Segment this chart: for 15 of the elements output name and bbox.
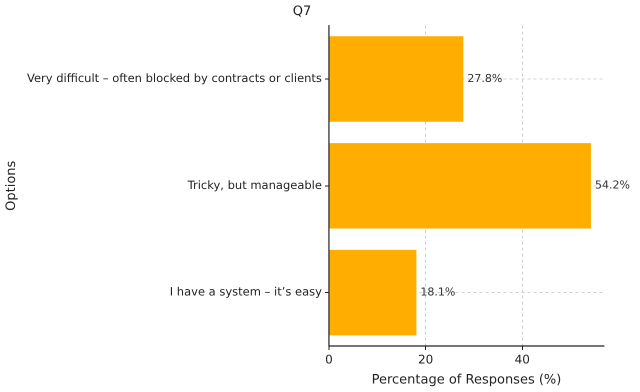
x-tick-label: 20: [418, 352, 434, 366]
bar: [329, 36, 464, 122]
y-axis-title: Options: [4, 160, 20, 211]
data-label: 18.1%: [420, 285, 456, 298]
y-tick-label: I have a system – it’s easy: [170, 284, 322, 299]
chart-title: Q7: [292, 4, 312, 20]
x-tick-label: 40: [514, 352, 530, 366]
data-label: 27.8%: [467, 72, 502, 85]
bar: [329, 250, 416, 336]
x-axis-title: Percentage of Responses (%): [372, 372, 562, 388]
y-tick-label: Very difficult – often blocked by contracts or clients: [26, 70, 322, 85]
x-tick-label: 0: [325, 352, 333, 366]
data-label: 54.2%: [594, 178, 630, 192]
y-tick-label: Tricky, but manageable: [186, 178, 322, 192]
bar: [329, 143, 591, 229]
